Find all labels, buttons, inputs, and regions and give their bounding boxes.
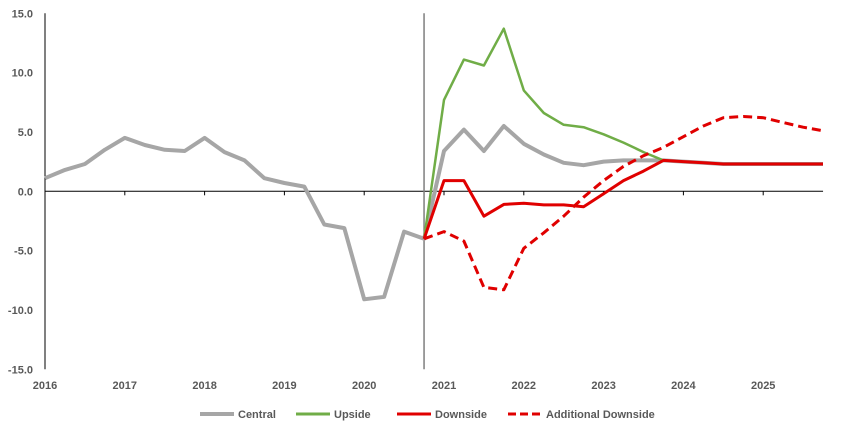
- y-tick-label: 5.0: [18, 127, 33, 139]
- legend-label: Central: [238, 409, 276, 421]
- legend-item: Downside: [397, 409, 487, 421]
- x-tick-label: 2022: [512, 380, 536, 392]
- x-tick-label: 2023: [591, 380, 615, 392]
- x-tick-label: 2017: [113, 380, 137, 392]
- x-axis-ticks: 2016 2017 2018 2019 2020 2021 2022 2023 2024 2025: [33, 191, 775, 392]
- legend-label: Additional Downside: [546, 409, 655, 421]
- x-tick-label: 2019: [272, 380, 296, 392]
- x-tick-label: 2016: [33, 380, 57, 392]
- y-tick-label: -5.0: [14, 246, 33, 258]
- y-tick-label: 15.0: [12, 8, 33, 20]
- x-tick-label: 2025: [751, 380, 775, 392]
- series-line-additional-downside: [423, 115, 824, 292]
- legend-label: Upside: [334, 409, 371, 421]
- series-line-upside: [422, 27, 664, 239]
- y-tick-label: 10.0: [12, 68, 33, 80]
- y-tick-label: -10.0: [8, 305, 33, 317]
- y-tick-label: 0.0: [18, 186, 33, 198]
- x-tick-label: 2018: [192, 380, 216, 392]
- legend-item: Upside: [296, 409, 371, 421]
- series-group: [44, 27, 824, 302]
- x-tick-label: 2020: [352, 380, 376, 392]
- legend: Central Upside Downside Additional Downside: [200, 409, 655, 421]
- legend-item: Central: [200, 409, 276, 421]
- legend-item: Additional Downside: [508, 409, 655, 421]
- y-tick-label: -15.0: [8, 364, 33, 376]
- series-line-downside: [422, 158, 823, 240]
- x-tick-label: 2024: [671, 380, 696, 392]
- y-axis-ticks: 15.0 10.0 5.0 0.0 -5.0 -10.0 -15.0: [8, 8, 33, 376]
- legend-label: Downside: [435, 409, 487, 421]
- x-tick-label: 2021: [432, 380, 456, 392]
